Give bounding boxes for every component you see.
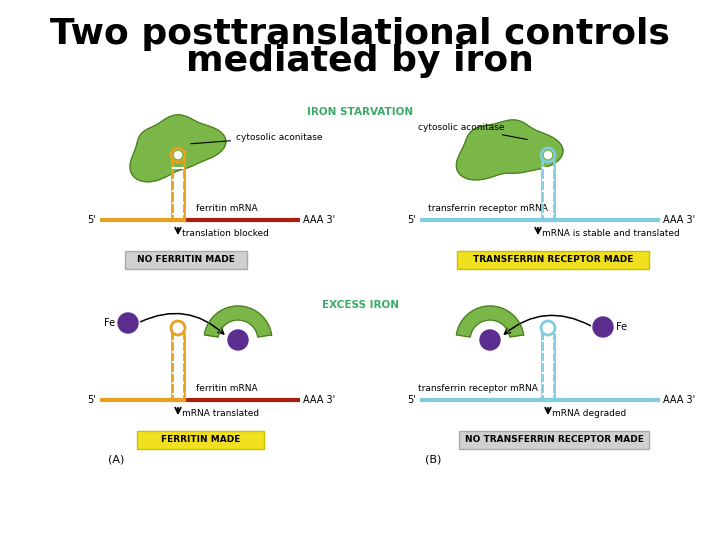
Polygon shape bbox=[456, 306, 523, 337]
Text: TRANSFERRIN RECEPTOR MADE: TRANSFERRIN RECEPTOR MADE bbox=[473, 255, 633, 265]
Text: mRNA degraded: mRNA degraded bbox=[552, 409, 626, 418]
Text: mediated by iron: mediated by iron bbox=[186, 44, 534, 78]
Circle shape bbox=[174, 152, 181, 159]
Text: NO TRANSFERRIN RECEPTOR MADE: NO TRANSFERRIN RECEPTOR MADE bbox=[464, 435, 644, 444]
Circle shape bbox=[228, 330, 248, 350]
Text: cytosolic aconitase: cytosolic aconitase bbox=[418, 123, 527, 139]
Text: AAA 3': AAA 3' bbox=[303, 395, 335, 405]
Text: NO FERRITIN MADE: NO FERRITIN MADE bbox=[137, 255, 235, 265]
Text: 5': 5' bbox=[408, 395, 416, 405]
Text: (B): (B) bbox=[425, 454, 441, 464]
Text: AAA 3': AAA 3' bbox=[663, 395, 695, 405]
Text: 5': 5' bbox=[408, 215, 416, 225]
Text: ferritin mRNA: ferritin mRNA bbox=[196, 204, 258, 213]
Text: Fe: Fe bbox=[104, 318, 115, 328]
Circle shape bbox=[480, 330, 500, 350]
Text: IRON STARVATION: IRON STARVATION bbox=[307, 107, 413, 117]
Text: transferrin receptor mRNA: transferrin receptor mRNA bbox=[418, 384, 538, 393]
FancyBboxPatch shape bbox=[125, 251, 247, 269]
Circle shape bbox=[544, 325, 552, 332]
Text: AAA 3': AAA 3' bbox=[303, 215, 335, 225]
Polygon shape bbox=[204, 306, 271, 337]
Circle shape bbox=[118, 313, 138, 333]
Text: Fe: Fe bbox=[616, 322, 627, 332]
FancyBboxPatch shape bbox=[457, 251, 649, 269]
Text: (A): (A) bbox=[108, 454, 125, 464]
Text: EXCESS IRON: EXCESS IRON bbox=[322, 300, 398, 310]
Circle shape bbox=[174, 325, 181, 332]
Text: mRNA is stable and translated: mRNA is stable and translated bbox=[542, 230, 680, 239]
Text: 5': 5' bbox=[87, 395, 96, 405]
Text: AAA 3': AAA 3' bbox=[663, 215, 695, 225]
Text: Two posttranslational controls: Two posttranslational controls bbox=[50, 17, 670, 51]
Polygon shape bbox=[456, 120, 563, 180]
Text: ferritin mRNA: ferritin mRNA bbox=[196, 384, 258, 393]
Circle shape bbox=[544, 152, 552, 159]
Text: cytosolic aconitase: cytosolic aconitase bbox=[191, 132, 323, 144]
Polygon shape bbox=[130, 115, 226, 182]
FancyBboxPatch shape bbox=[459, 431, 649, 449]
Text: FERRITIN MADE: FERRITIN MADE bbox=[161, 435, 240, 444]
Circle shape bbox=[593, 317, 613, 337]
Text: transferrin receptor mRNA: transferrin receptor mRNA bbox=[428, 204, 548, 213]
Text: mRNA translated: mRNA translated bbox=[182, 409, 259, 418]
Text: translation blocked: translation blocked bbox=[182, 230, 269, 239]
FancyBboxPatch shape bbox=[137, 431, 264, 449]
Text: 5': 5' bbox=[87, 215, 96, 225]
